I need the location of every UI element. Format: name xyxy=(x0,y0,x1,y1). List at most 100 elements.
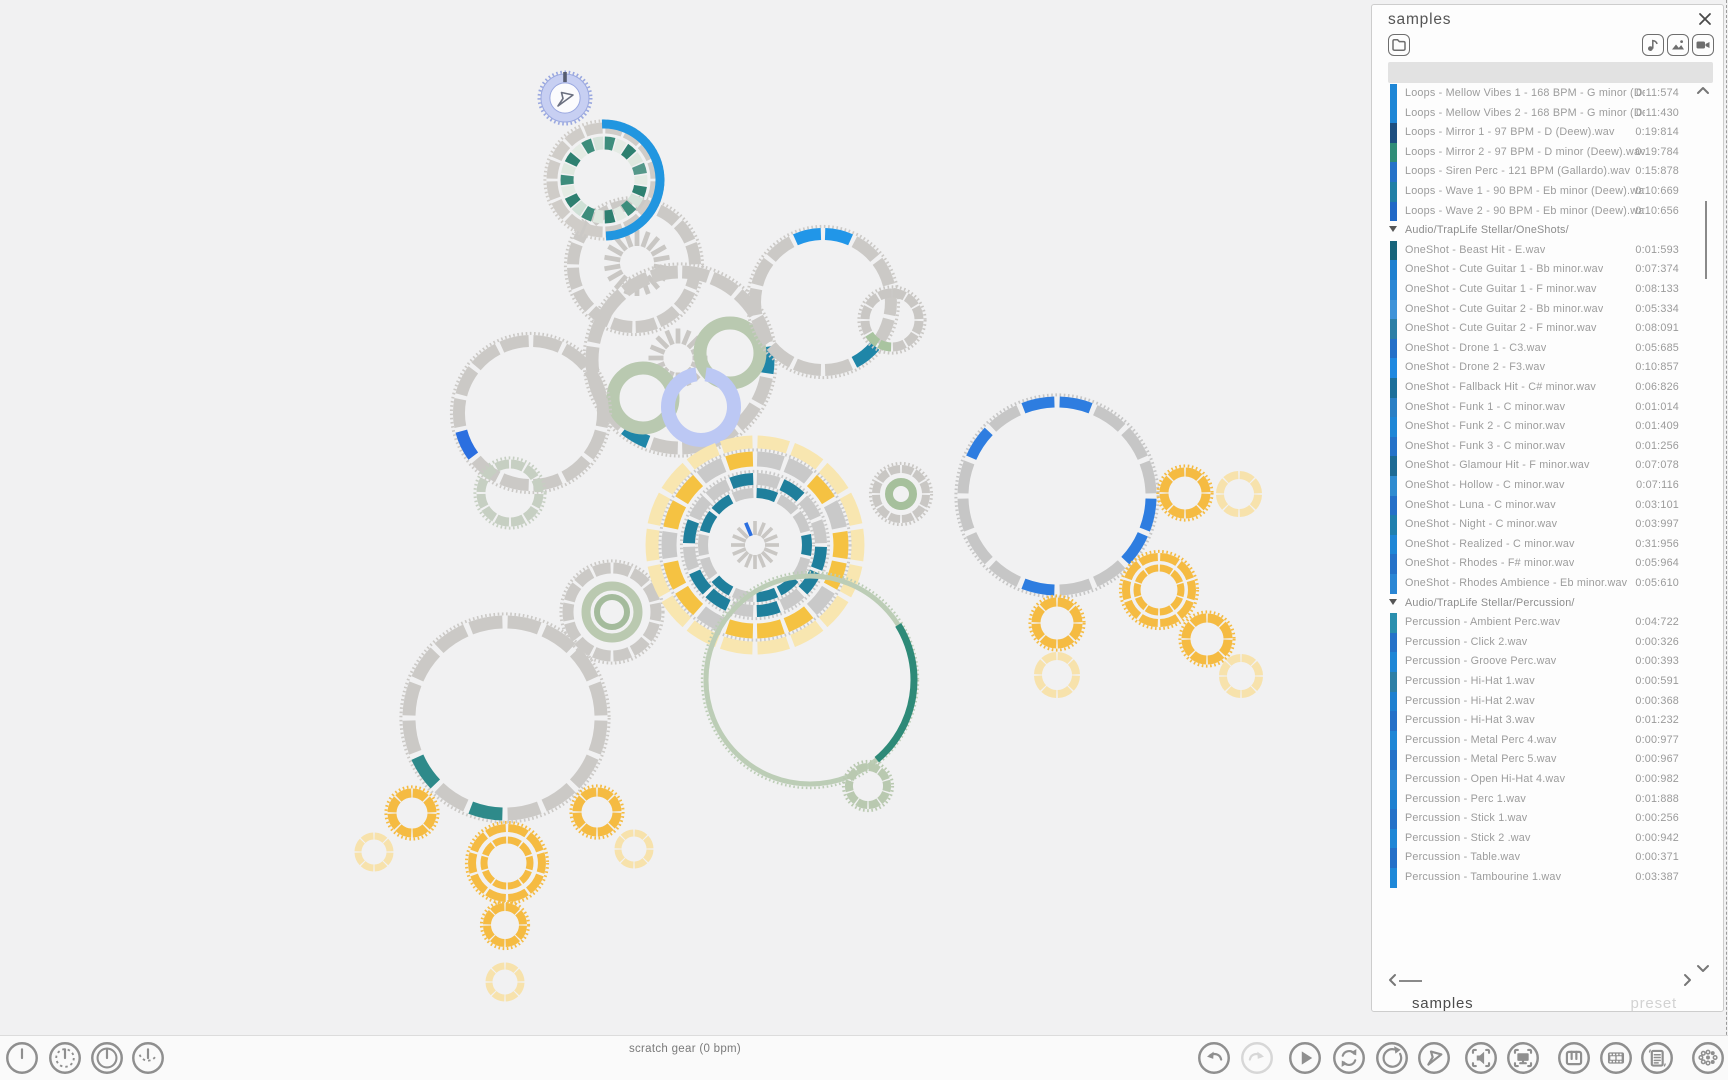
sample-row[interactable]: Percussion - Perc 1.wav 0:01:888 xyxy=(1372,789,1725,810)
navigate-icon[interactable] xyxy=(1417,1041,1451,1075)
film-icon[interactable] xyxy=(1599,1041,1633,1075)
gear[interactable] xyxy=(700,570,920,790)
search-input[interactable] xyxy=(1388,62,1713,83)
sample-row[interactable]: OneShot - Drone 1 - C3.wav 0:05:685 xyxy=(1372,338,1725,359)
gear[interactable] xyxy=(1178,610,1236,668)
gear[interactable] xyxy=(1156,464,1214,522)
sample-row[interactable]: OneShot - Cute Guitar 1 - Bb minor.wav 0… xyxy=(1372,260,1725,280)
gear[interactable] xyxy=(841,759,895,813)
gear[interactable] xyxy=(449,331,613,495)
sample-row[interactable]: Percussion - Open Hi-Hat 4.wav 0:00:982 xyxy=(1372,770,1725,790)
sample-row[interactable]: Loops - Siren Perc - 121 BPM (Gallardo).… xyxy=(1372,162,1725,182)
video-icon[interactable] xyxy=(1692,34,1714,56)
gear[interactable] xyxy=(679,469,831,621)
gear[interactable] xyxy=(480,836,534,890)
collapse-triangle-icon[interactable] xyxy=(1389,226,1397,233)
gear[interactable] xyxy=(645,435,865,655)
gear[interactable] xyxy=(885,478,917,510)
sample-row[interactable]: Percussion - Ambient Perc.wav 0:04:722 xyxy=(1372,613,1725,633)
sample-row[interactable]: OneShot - Night - C minor.wav 0:03:997 xyxy=(1372,515,1725,535)
gear-knob-dashed-circle-icon[interactable] xyxy=(48,1041,82,1075)
gear-knob-dashed-bottom-icon[interactable] xyxy=(131,1041,165,1075)
gear[interactable] xyxy=(661,367,741,447)
gear-knob-double-ring-icon[interactable] xyxy=(90,1041,124,1075)
collapse-triangle-icon[interactable] xyxy=(1389,598,1397,605)
gear[interactable] xyxy=(384,785,440,841)
sample-section-row[interactable]: Audio/TrapLife Stellar/OneShots/ xyxy=(1372,221,1725,241)
gear[interactable] xyxy=(954,393,1160,599)
gear[interactable] xyxy=(559,559,665,665)
gear[interactable] xyxy=(1216,471,1262,517)
play-icon[interactable] xyxy=(1288,1041,1322,1075)
gear[interactable] xyxy=(594,594,630,630)
sample-row[interactable]: OneShot - Hollow - C minor.wav 0:07:116 xyxy=(1372,476,1725,496)
sample-row[interactable]: Percussion - Metal Perc 4.wav 0:00:977 xyxy=(1372,730,1725,751)
sample-row[interactable]: Percussion - Tambourine 1.wav 0:03:387 xyxy=(1372,868,1725,888)
gear[interactable] xyxy=(581,581,643,643)
gear[interactable] xyxy=(658,448,852,642)
undo-icon[interactable] xyxy=(1197,1041,1231,1075)
sample-row[interactable]: OneShot - Cute Guitar 2 - Bb minor.wav 0… xyxy=(1372,299,1725,320)
gear[interactable] xyxy=(354,832,394,872)
sample-row[interactable]: OneShot - Funk 2 - C minor.wav 0:01:409 xyxy=(1372,417,1725,437)
gear[interactable] xyxy=(464,820,550,906)
gear[interactable] xyxy=(479,899,531,951)
sample-row[interactable]: Percussion - Groove Perc.wav 0:00:393 xyxy=(1372,652,1725,672)
sample-row[interactable]: Percussion - Click 2.wav 0:00:326 xyxy=(1372,632,1725,653)
gear[interactable] xyxy=(694,484,816,606)
gear[interactable] xyxy=(857,285,927,355)
sample-row[interactable]: OneShot - Rhodes Ambience - Eb minor.wav… xyxy=(1372,574,1725,594)
sample-row[interactable]: OneShot - Beast Hit - E.wav 0:01:593 xyxy=(1372,240,1725,261)
rotate-icon[interactable] xyxy=(1375,1041,1409,1075)
gear[interactable] xyxy=(1133,564,1185,616)
notes-icon[interactable] xyxy=(1640,1041,1674,1075)
sample-row[interactable]: Percussion - Metal Perc 5.wav 0:00:967 xyxy=(1372,750,1725,770)
sample-row[interactable]: Loops - Wave 1 - 90 BPM - Eb minor (Deew… xyxy=(1372,182,1725,202)
gear[interactable] xyxy=(1118,549,1200,631)
gear[interactable] xyxy=(614,829,654,869)
scroll-up-icon[interactable] xyxy=(1696,83,1710,101)
scroll-left-icon[interactable] xyxy=(1388,973,1398,992)
matrix-dots-icon[interactable] xyxy=(1691,1041,1725,1075)
gear[interactable] xyxy=(569,784,625,840)
gear[interactable] xyxy=(868,461,934,527)
sample-row[interactable]: OneShot - Realized - C minor.wav 0:31:95… xyxy=(1372,534,1725,555)
close-icon[interactable] xyxy=(1697,11,1713,27)
gear[interactable] xyxy=(1219,654,1263,698)
image-icon[interactable] xyxy=(1667,34,1689,56)
sample-row[interactable]: Percussion - Stick 1.wav 0:00:256 xyxy=(1372,809,1725,829)
sample-row[interactable]: Loops - Mellow Vibes 1 - 168 BPM - G min… xyxy=(1372,84,1725,104)
sample-row[interactable]: OneShot - Cute Guitar 1 - F minor.wav 0:… xyxy=(1372,280,1725,300)
sample-row[interactable]: Percussion - Hi-Hat 1.wav 0:00:591 xyxy=(1372,672,1725,692)
vertical-scrollbar-thumb[interactable] xyxy=(1705,201,1707,279)
audio-focus-icon[interactable] xyxy=(1464,1041,1498,1075)
piano-icon[interactable] xyxy=(1557,1041,1591,1075)
gear[interactable] xyxy=(1028,594,1086,652)
gear[interactable] xyxy=(473,456,547,530)
scroll-right-icon[interactable] xyxy=(1682,973,1692,992)
sample-row[interactable]: Percussion - Hi-Hat 3.wav 0:01:232 xyxy=(1372,711,1725,731)
folder-icon[interactable] xyxy=(1388,34,1410,56)
gear[interactable] xyxy=(399,612,611,824)
tab-samples[interactable]: samples xyxy=(1412,995,1474,1012)
gear[interactable] xyxy=(601,119,665,241)
gear[interactable] xyxy=(537,70,593,126)
gear[interactable] xyxy=(560,136,648,224)
sample-row[interactable]: Loops - Mirror 1 - 97 BPM - D (Deew).wav… xyxy=(1372,123,1725,143)
gear[interactable] xyxy=(1034,652,1080,698)
sample-row[interactable]: OneShot - Fallback Hit - C# minor.wav 0:… xyxy=(1372,378,1725,398)
sample-row[interactable]: OneShot - Cute Guitar 2 - F minor.wav 0:… xyxy=(1372,319,1725,339)
audio-note-icon[interactable] xyxy=(1642,34,1664,56)
sample-row[interactable]: Loops - Wave 2 - 90 BPM - Eb minor (Deew… xyxy=(1372,201,1725,222)
gear[interactable] xyxy=(731,521,779,569)
sample-row[interactable]: Percussion - Hi-Hat 2.wav 0:00:368 xyxy=(1372,691,1725,712)
gear-knob-line-icon[interactable] xyxy=(5,1041,39,1075)
sample-row[interactable]: Percussion - Stick 2 .wav 0:00:942 xyxy=(1372,828,1725,849)
display-focus-icon[interactable] xyxy=(1506,1041,1540,1075)
horizontal-scrollbar-thumb[interactable] xyxy=(1399,980,1422,982)
tab-preset[interactable]: preset xyxy=(1630,995,1677,1012)
sample-row[interactable]: OneShot - Funk 3 - C minor.wav 0:01:256 xyxy=(1372,436,1725,457)
gear[interactable] xyxy=(485,962,525,1002)
sample-row[interactable]: Loops - Mirror 2 - 97 BPM - D minor (Dee… xyxy=(1372,142,1725,163)
